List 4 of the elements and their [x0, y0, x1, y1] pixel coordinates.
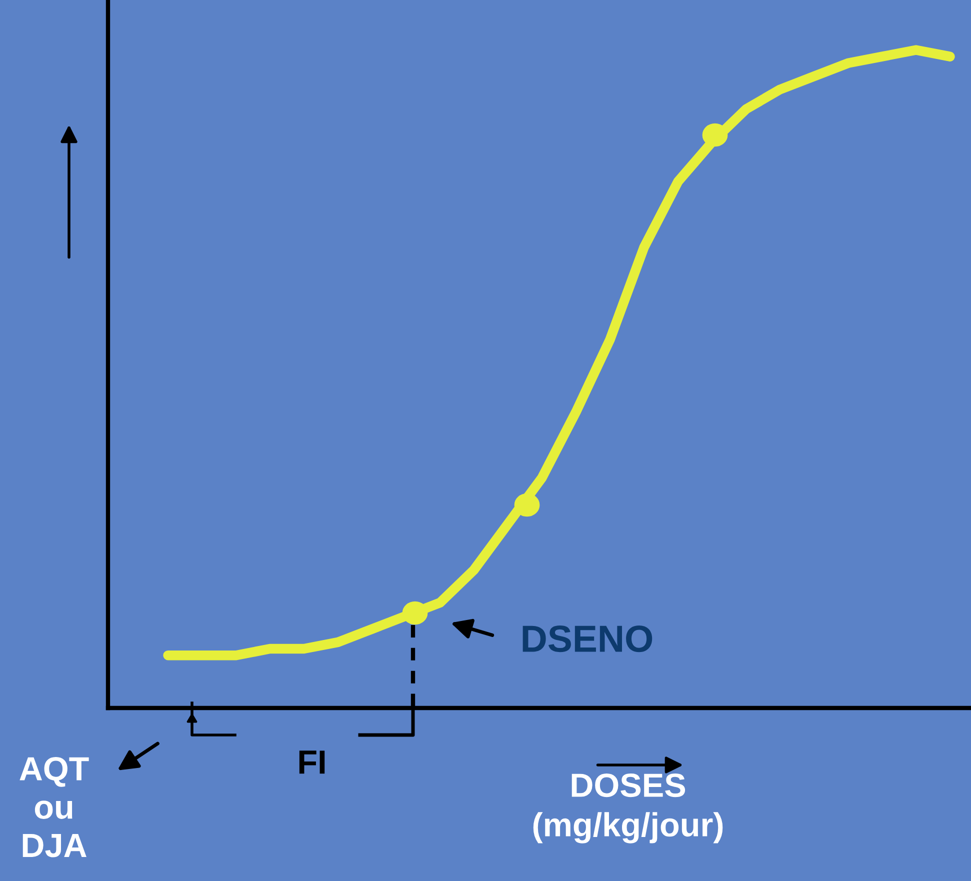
annotation: DSENO	[522, 626, 652, 652]
x-axis-title: DOSES (mg/kg/jour)	[533, 774, 723, 844]
text: FI	[299, 750, 325, 774]
text: AQT ou DJA	[20, 757, 89, 858]
